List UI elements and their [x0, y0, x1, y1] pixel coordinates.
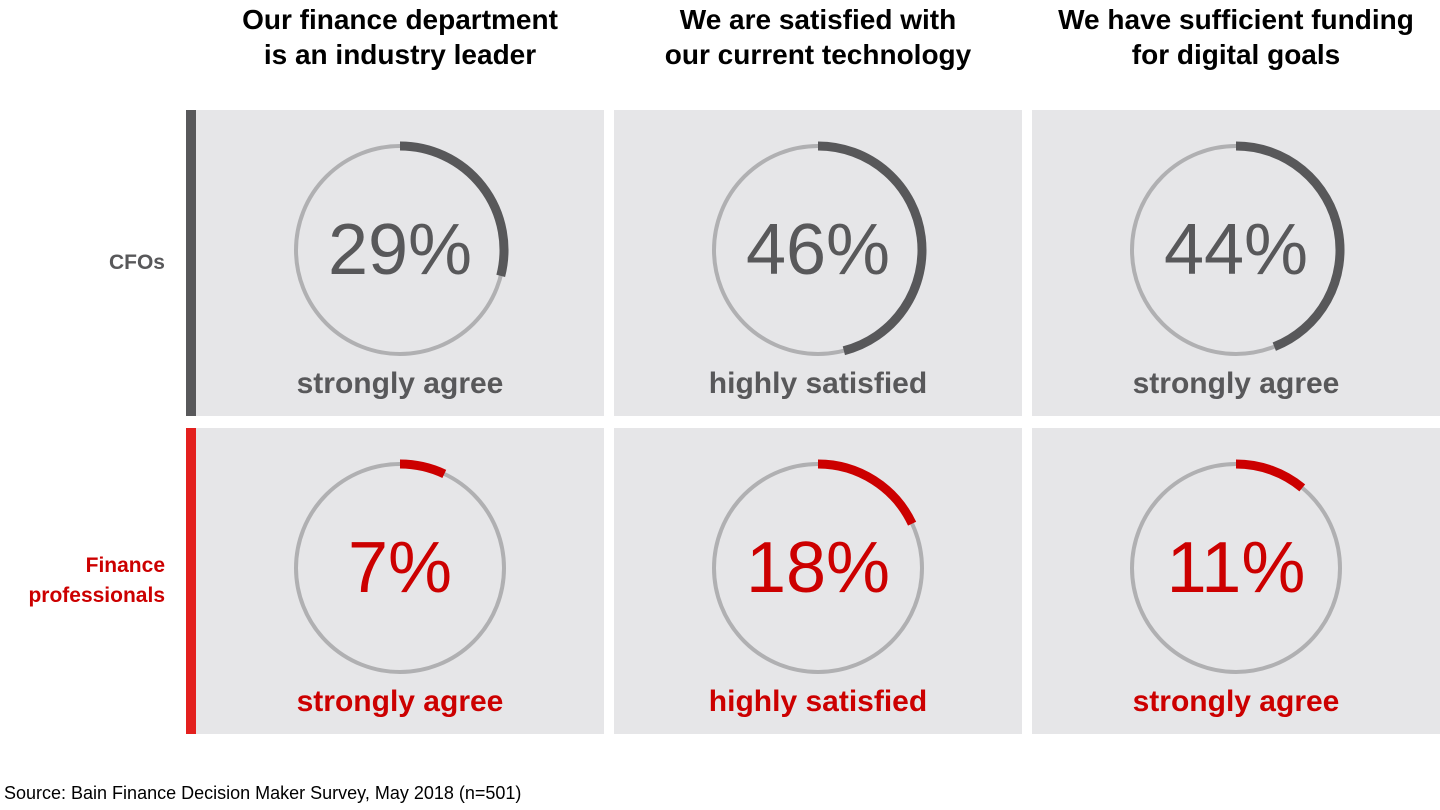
column-header: Our finance department is an industry lea…	[196, 2, 604, 72]
row-label-line: CFOs	[108, 251, 165, 274]
percent-value: 18%	[745, 528, 891, 608]
donut-panel: 29% strongly agree	[196, 110, 604, 416]
caption: strongly agree	[1132, 685, 1340, 718]
column-header-line: We are satisfied with	[679, 4, 957, 35]
caption: strongly agree	[296, 367, 504, 400]
percent-value: 44%	[1163, 210, 1309, 290]
percent-value: 7%	[347, 528, 453, 608]
row-label: Finance professionals	[28, 551, 165, 611]
donut-panel: 44% strongly agree	[1032, 110, 1440, 416]
percent-value: 29%	[327, 210, 473, 290]
percent-value: 11%	[1166, 528, 1306, 608]
row-label-line: Finance	[85, 554, 165, 577]
row-label: CFOs	[109, 248, 165, 278]
column-header: We are satisfied with our current technol…	[614, 2, 1022, 72]
donut-arc	[817, 141, 927, 356]
donut-arc	[1235, 141, 1345, 351]
donut-panel: 7% strongly agree	[196, 428, 604, 734]
column-header-line: We have sufficient funding	[1058, 4, 1414, 35]
column-header-line: Our finance department	[242, 4, 558, 35]
caption: strongly agree	[296, 685, 504, 718]
caption: highly satisfied	[708, 685, 928, 718]
donut-arc	[1235, 459, 1306, 492]
column-header: We have sufficient funding for digital go…	[1032, 2, 1440, 72]
row-label-line: professionals	[28, 584, 165, 607]
donut-panel: 46% highly satisfied	[614, 110, 1022, 416]
donut-arc	[399, 459, 447, 479]
source-note: Source: Bain Finance Decision Maker Surv…	[4, 783, 522, 803]
donut-arc	[817, 459, 917, 526]
row-bar	[186, 428, 196, 734]
column-header-line: our current technology	[664, 39, 972, 70]
donut-panel: 18% highly satisfied	[614, 428, 1022, 734]
caption: strongly agree	[1132, 367, 1340, 400]
row-bar	[186, 110, 196, 416]
column-header-line: is an industry leader	[263, 39, 537, 70]
donut-arc	[399, 141, 509, 277]
column-header-line: for digital goals	[1131, 39, 1341, 70]
donut-panel: 11% strongly agree	[1032, 428, 1440, 734]
percent-value: 46%	[745, 210, 891, 290]
caption: highly satisfied	[708, 367, 928, 400]
